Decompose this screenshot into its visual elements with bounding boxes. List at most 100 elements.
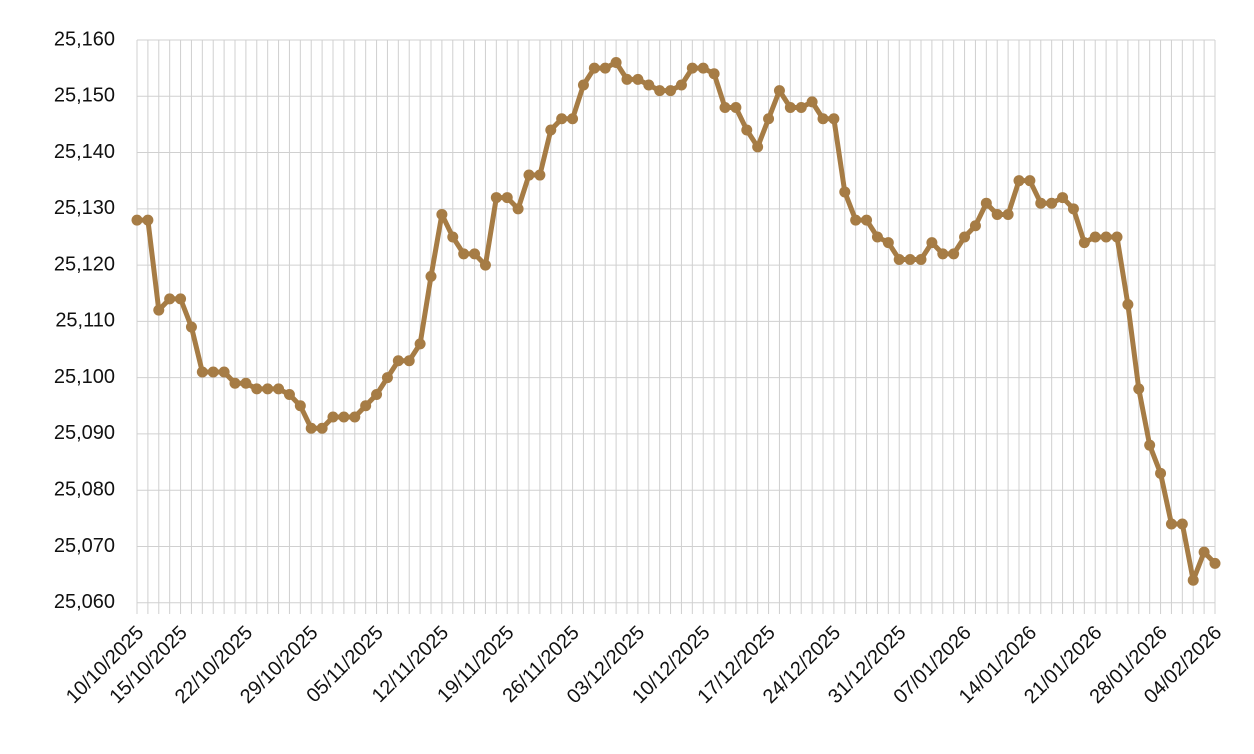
point: [784, 102, 796, 114]
point: [360, 400, 372, 412]
y-tick-label: 25,080: [54, 478, 115, 500]
point: [294, 400, 306, 412]
point: [501, 192, 513, 204]
point: [980, 197, 992, 209]
point: [338, 411, 350, 423]
point: [861, 214, 873, 226]
point: [654, 85, 666, 97]
y-tick-label: 25,130: [54, 197, 115, 219]
point: [196, 366, 208, 378]
point: [795, 102, 807, 114]
point: [1155, 467, 1167, 479]
y-tick-label: 25,060: [54, 591, 115, 613]
point: [490, 192, 502, 204]
point: [1057, 192, 1069, 204]
y-tick-label: 25,150: [54, 85, 115, 107]
point: [349, 411, 361, 423]
point: [1122, 298, 1134, 310]
point: [185, 321, 197, 333]
point: [915, 253, 927, 265]
point: [850, 214, 862, 226]
point: [479, 259, 491, 271]
point: [773, 85, 785, 97]
point: [599, 62, 611, 74]
point: [262, 383, 274, 395]
point: [806, 96, 818, 108]
point: [305, 422, 317, 434]
point: [534, 169, 546, 181]
point: [708, 68, 720, 80]
point: [1176, 518, 1188, 530]
point: [283, 389, 295, 401]
point: [730, 102, 742, 114]
point: [763, 113, 775, 125]
point: [959, 231, 971, 243]
point: [458, 248, 470, 260]
y-tick-label: 25,140: [54, 141, 115, 163]
point: [316, 422, 328, 434]
point: [1067, 203, 1079, 215]
point: [926, 237, 938, 249]
point: [1002, 208, 1014, 220]
point: [469, 248, 481, 260]
point: [403, 355, 415, 367]
point: [381, 372, 393, 384]
point: [991, 208, 1003, 220]
point: [175, 293, 187, 305]
point: [218, 366, 230, 378]
point: [675, 79, 687, 91]
point: [969, 220, 981, 232]
point: [665, 85, 677, 97]
point: [1024, 175, 1036, 187]
point: [882, 237, 894, 249]
point: [1111, 231, 1123, 243]
point: [545, 124, 557, 136]
point: [371, 389, 383, 401]
point: [1078, 237, 1090, 249]
point: [1013, 175, 1025, 187]
point: [142, 214, 154, 226]
y-tick-label: 25,120: [54, 253, 115, 275]
point: [523, 169, 535, 181]
point: [1046, 197, 1058, 209]
y-tick-label: 25,090: [54, 422, 115, 444]
point: [610, 57, 622, 69]
point: [621, 73, 633, 85]
point: [1187, 574, 1199, 586]
y-tick-label: 25,100: [54, 366, 115, 388]
point: [425, 270, 437, 282]
point: [893, 253, 905, 265]
point: [643, 79, 655, 91]
point: [229, 377, 241, 389]
point: [904, 253, 916, 265]
point: [207, 366, 219, 378]
point: [131, 214, 143, 226]
point: [164, 293, 176, 305]
point: [948, 248, 960, 260]
y-tick-label: 25,110: [55, 310, 115, 332]
y-tick-label: 25,160: [54, 28, 115, 50]
point: [719, 102, 731, 114]
point: [512, 203, 524, 215]
point: [697, 62, 709, 74]
point: [1198, 546, 1210, 558]
point: [251, 383, 263, 395]
point: [240, 377, 252, 389]
point: [556, 113, 568, 125]
point: [392, 355, 404, 367]
point: [1209, 557, 1221, 569]
y-tick-label: 25,070: [54, 535, 115, 557]
point: [1035, 197, 1047, 209]
point: [839, 186, 851, 198]
point: [1165, 518, 1177, 530]
point: [447, 231, 459, 243]
point: [828, 113, 840, 125]
point: [1133, 383, 1145, 395]
point: [414, 338, 426, 350]
point: [567, 113, 579, 125]
point: [1100, 231, 1112, 243]
point: [632, 73, 644, 85]
point: [741, 124, 753, 136]
